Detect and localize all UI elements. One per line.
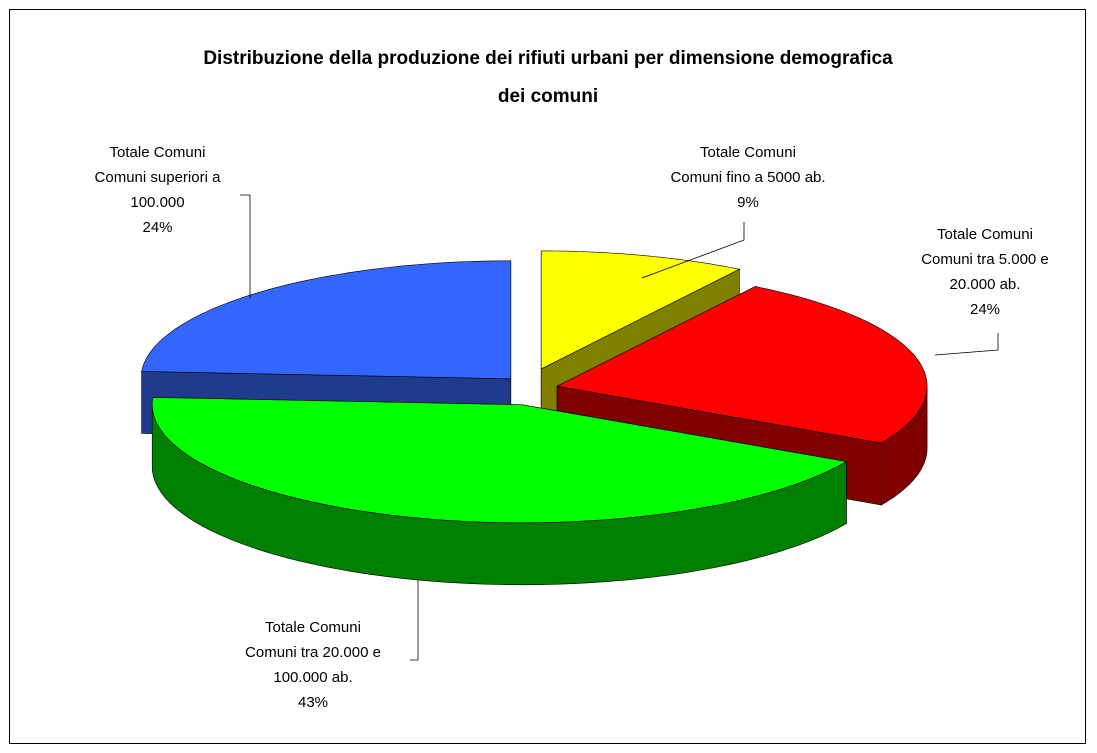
leader-line bbox=[934, 333, 999, 356]
slice bbox=[141, 260, 512, 380]
chart-title: Distribuzione della produzione dei rifiu… bbox=[203, 48, 893, 107]
series-name: Totale Comuni bbox=[265, 619, 361, 636]
value-label: 24% bbox=[969, 301, 1001, 318]
slice bbox=[151, 397, 848, 524]
slice bbox=[556, 286, 928, 444]
data-label: Totale Comuni Comuni fino a 5000 ab. 9% bbox=[648, 140, 848, 215]
leader-line bbox=[641, 222, 745, 279]
category-label: Comuni superiori a 100.000 bbox=[94, 169, 221, 211]
category-label: Comuni fino a 5000 ab. bbox=[670, 169, 826, 186]
value-label: 9% bbox=[737, 194, 759, 211]
leader-line bbox=[410, 580, 419, 661]
slice bbox=[540, 250, 741, 370]
series-name: Totale Comuni bbox=[109, 144, 206, 161]
series-name: Totale Comuni bbox=[937, 226, 1033, 243]
value-label: 43% bbox=[297, 694, 329, 711]
data-label: Totale Comuni Comuni superiori a 100.000 2… bbox=[75, 140, 240, 240]
category-label: Comuni tra 5.000 e 20.000 ab. bbox=[921, 251, 1049, 293]
value-label: 24% bbox=[142, 219, 173, 236]
leader-line bbox=[240, 194, 251, 298]
category-label: Comuni tra 20.000 e 100.000 ab. bbox=[245, 644, 381, 686]
series-name: Totale Comuni bbox=[700, 144, 796, 161]
data-label: Totale Comuni Comuni tra 5.000 e 20.000 a… bbox=[900, 222, 1070, 322]
slice bbox=[151, 397, 848, 586]
chart-frame bbox=[9, 9, 1086, 744]
data-label: Totale Comuni Comuni tra 20.000 e 100.000… bbox=[228, 615, 398, 715]
